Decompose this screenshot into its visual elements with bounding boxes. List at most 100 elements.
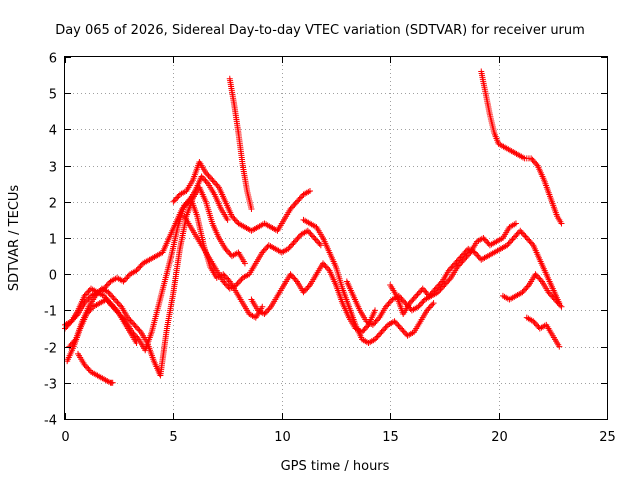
data-point: [524, 283, 531, 290]
data-point: [111, 304, 118, 311]
data-point: [124, 314, 131, 321]
data-point: [558, 303, 565, 310]
data-point: [295, 234, 302, 241]
data-point: [121, 276, 128, 283]
data-point: [127, 317, 134, 324]
x-tick-label: 20: [491, 430, 508, 445]
data-point: [108, 301, 115, 308]
data-point: [419, 285, 426, 292]
data-point: [454, 257, 461, 264]
data-point: [555, 300, 562, 307]
data-point: [447, 266, 454, 273]
data-point: [445, 267, 452, 274]
data-point: [395, 322, 402, 329]
data-point: [449, 263, 456, 270]
data-point: [386, 299, 393, 306]
data-point: [114, 299, 121, 306]
data-marks: [62, 68, 565, 386]
data-point: [372, 307, 379, 314]
data-point: [450, 261, 457, 268]
data-point: [532, 159, 539, 166]
data-point: [558, 220, 565, 227]
data-point: [126, 316, 133, 323]
data-point: [521, 232, 528, 239]
data-point: [444, 279, 451, 286]
data-point: [408, 298, 415, 305]
data-point: [549, 293, 556, 300]
data-point: [322, 263, 329, 270]
data-point: [430, 300, 437, 307]
data-point: [419, 299, 426, 306]
data-point: [212, 179, 219, 186]
data-point: [232, 217, 239, 224]
data-point: [109, 379, 116, 386]
data-point: [399, 297, 406, 304]
data-point: [241, 260, 248, 267]
data-point: [475, 253, 482, 260]
data-point: [287, 271, 294, 278]
data-point: [398, 325, 405, 332]
data-point: [513, 232, 520, 239]
data-point: [369, 321, 376, 328]
data-point: [313, 237, 320, 244]
data-point: [462, 255, 469, 262]
data-point: [131, 321, 138, 328]
y-tick-label: 1: [49, 233, 57, 248]
data-point: [225, 276, 232, 283]
data-point: [106, 298, 113, 305]
x-tick-label: 15: [382, 430, 399, 445]
data-point: [401, 329, 408, 336]
data-point: [202, 169, 209, 176]
data-point: [546, 290, 553, 297]
data-point: [185, 198, 192, 205]
data-point: [394, 321, 401, 328]
data-point: [378, 329, 385, 336]
data-point: [222, 245, 229, 252]
data-point: [522, 233, 529, 240]
data-point: [65, 321, 72, 328]
data-point: [133, 339, 140, 346]
data-point: [290, 274, 297, 281]
data-point: [319, 260, 326, 267]
data-point: [263, 245, 270, 252]
data-point: [519, 289, 526, 296]
data-point: [423, 290, 430, 297]
data-point: [102, 294, 109, 301]
data-point: [310, 233, 317, 240]
data-point: [374, 333, 381, 340]
data-point: [292, 200, 299, 207]
data-point: [67, 319, 74, 326]
y-axis-label: SDTVAR / TECUs: [7, 185, 22, 292]
data-point: [290, 203, 297, 210]
data-point: [362, 324, 369, 331]
data-point: [525, 236, 532, 243]
data-point: [304, 227, 311, 234]
data-point: [261, 311, 268, 318]
data-point: [462, 248, 469, 255]
data-point: [442, 280, 449, 287]
y-tick-label: 5: [49, 88, 57, 103]
series-arc5: [62, 289, 140, 346]
data-point: [110, 295, 117, 302]
data-point: [545, 289, 552, 296]
data-point: [85, 295, 92, 302]
data-point: [454, 263, 461, 270]
data-point: [484, 239, 491, 246]
data-point: [291, 201, 298, 208]
data-point: [471, 249, 478, 256]
data-point: [311, 235, 318, 241]
data-point: [173, 195, 180, 202]
data-point: [414, 291, 421, 298]
data-point: [70, 339, 77, 346]
data-point: [124, 274, 131, 281]
data-point: [295, 197, 302, 204]
data-point: [297, 194, 304, 201]
data-point: [235, 279, 242, 286]
data-point: [528, 240, 535, 247]
data-point: [107, 300, 114, 307]
data-point: [307, 230, 314, 237]
data-point: [456, 255, 463, 262]
data-point: [459, 258, 466, 265]
data-point: [293, 198, 300, 205]
series-arc6: [170, 158, 313, 234]
